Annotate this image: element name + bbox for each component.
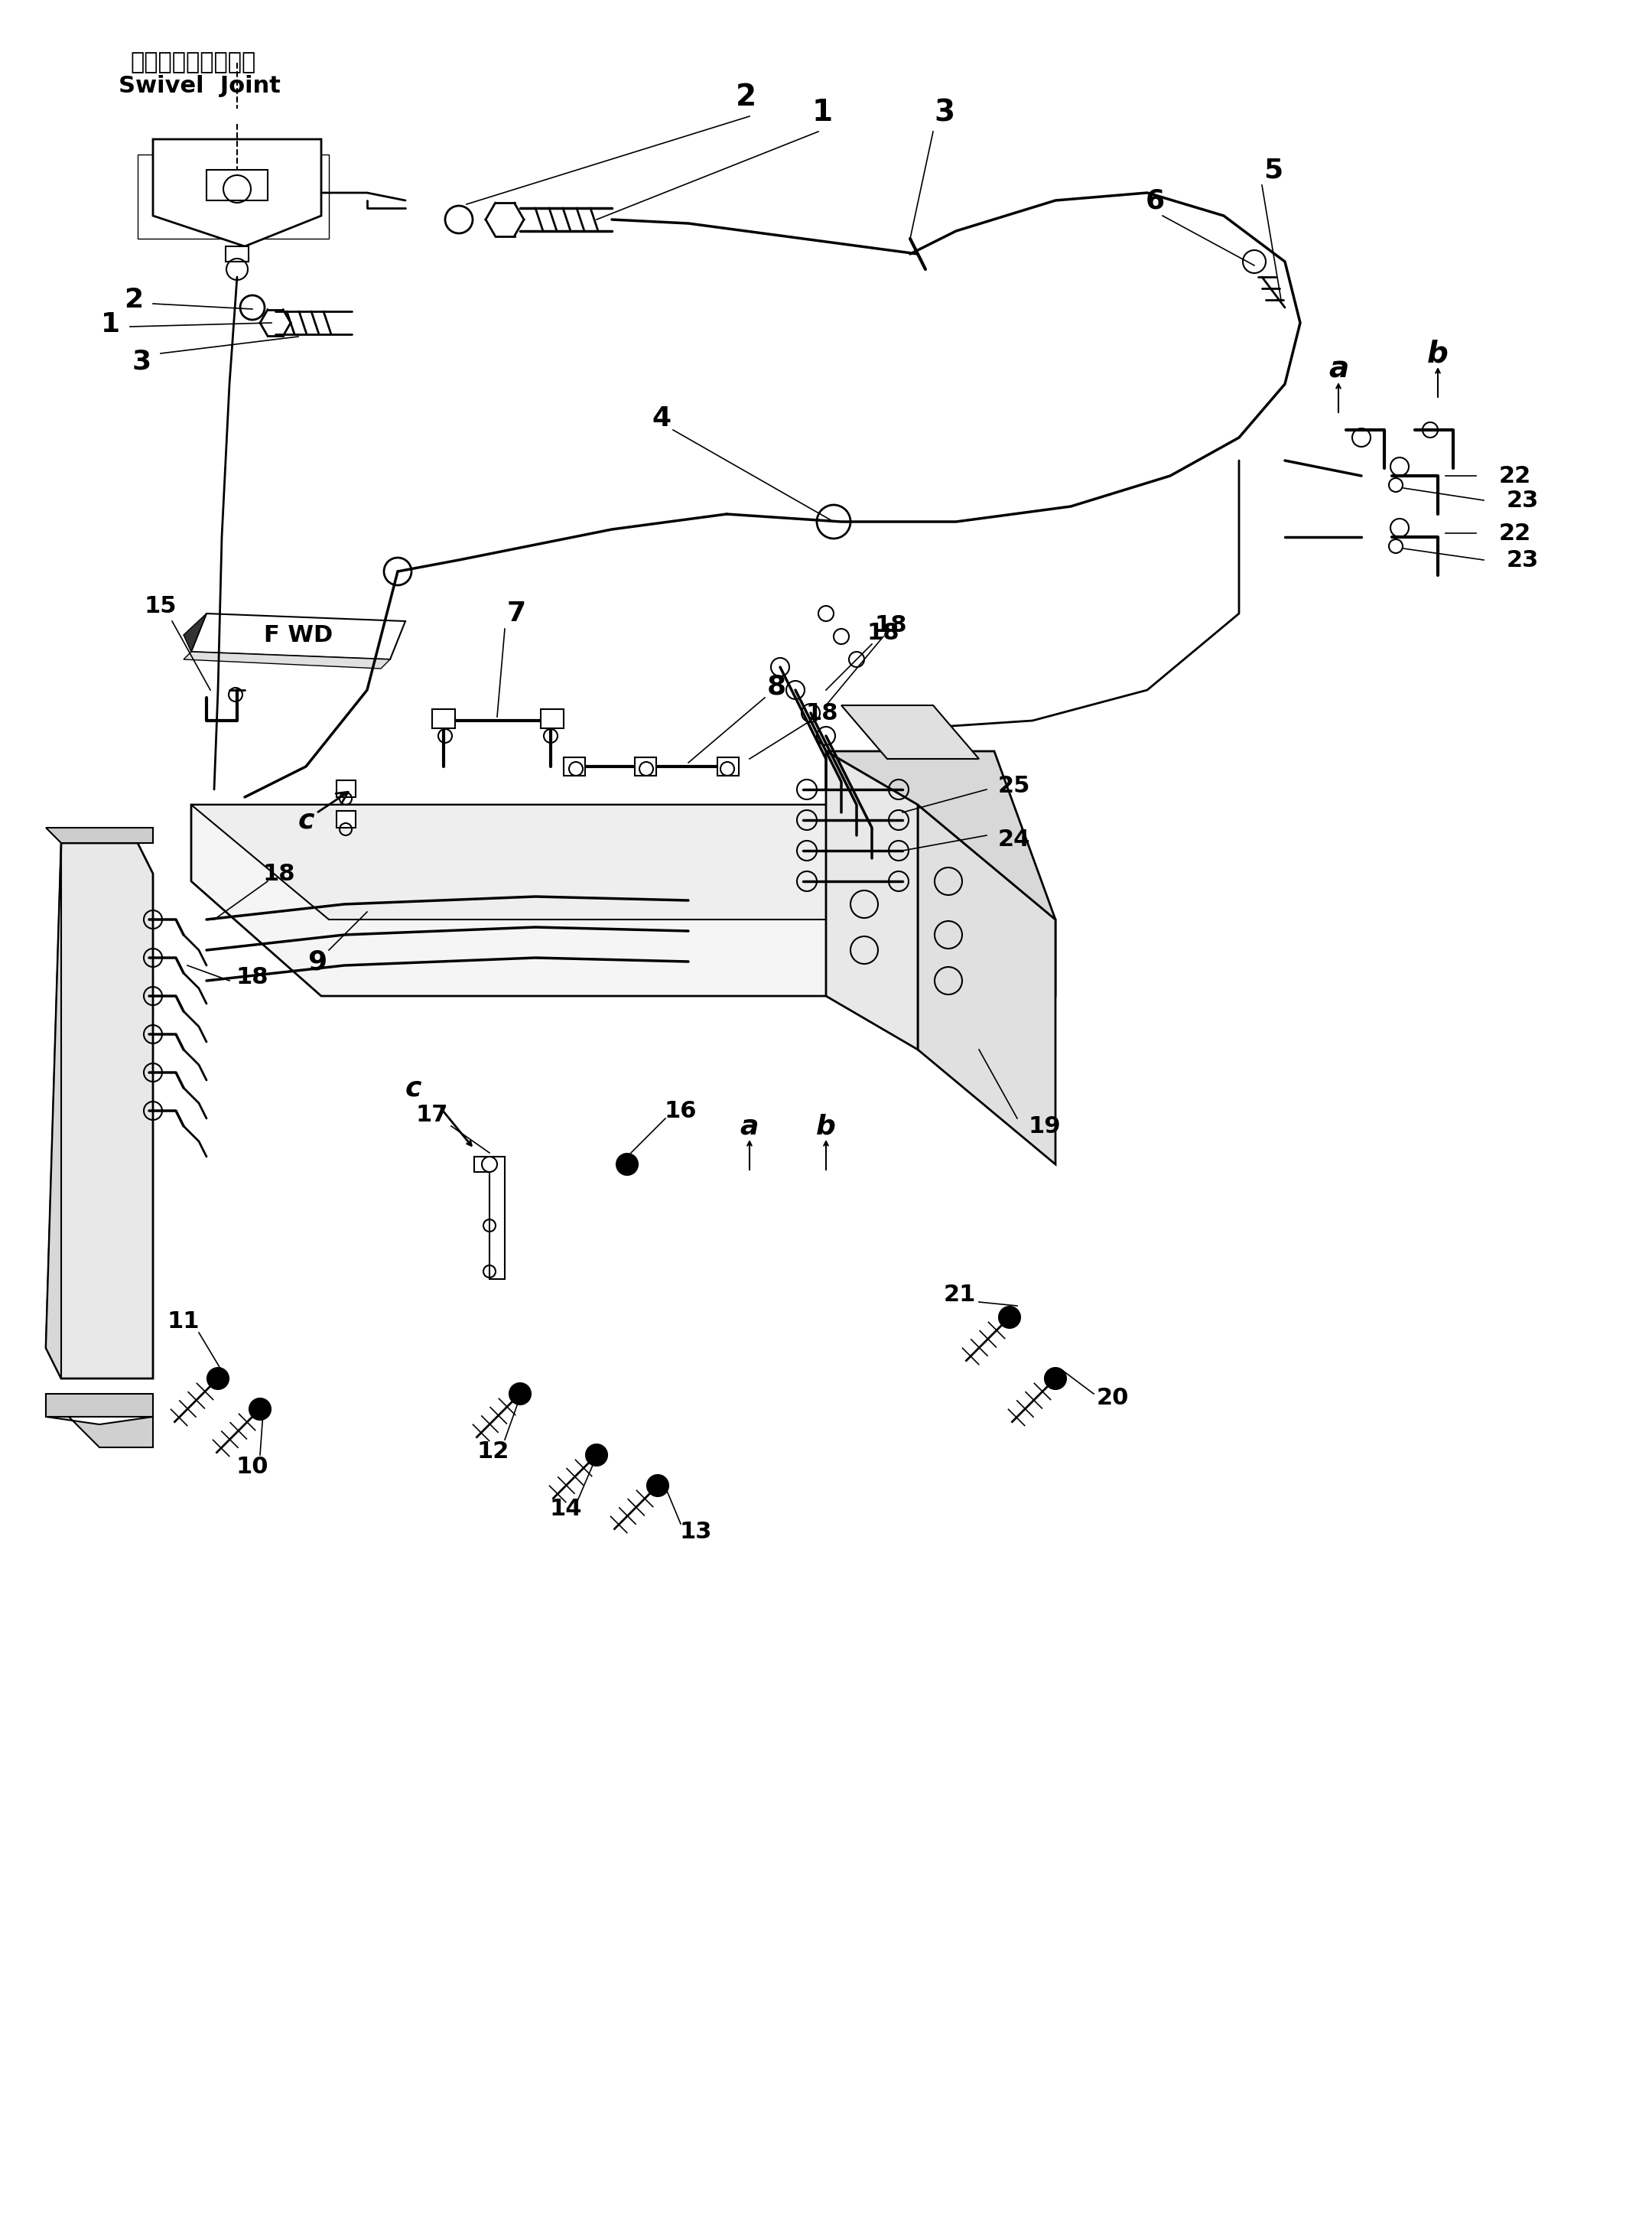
- Text: 10: 10: [236, 1456, 269, 1479]
- Polygon shape: [46, 1394, 154, 1447]
- Polygon shape: [46, 1394, 154, 1416]
- Circle shape: [621, 1159, 633, 1170]
- Polygon shape: [192, 613, 405, 659]
- Circle shape: [206, 1368, 228, 1390]
- Text: 11: 11: [167, 1310, 200, 1332]
- Circle shape: [648, 1474, 669, 1496]
- Circle shape: [509, 1383, 530, 1405]
- Text: 20: 20: [1097, 1388, 1128, 1410]
- Text: 21: 21: [943, 1283, 976, 1305]
- Text: 9: 9: [307, 948, 327, 975]
- Text: c: c: [405, 1074, 421, 1101]
- Text: スイベルジョイント: スイベルジョイント: [131, 51, 256, 73]
- Text: 18: 18: [236, 966, 269, 988]
- Bar: [433, 708, 454, 728]
- Text: 5: 5: [1264, 158, 1284, 182]
- Text: 2: 2: [735, 82, 757, 111]
- Text: c: c: [297, 793, 349, 832]
- Polygon shape: [206, 169, 268, 200]
- Bar: [717, 757, 738, 775]
- Polygon shape: [183, 613, 206, 653]
- Polygon shape: [226, 246, 248, 262]
- Circle shape: [999, 1308, 1021, 1328]
- Polygon shape: [826, 750, 1056, 919]
- Text: b: b: [1427, 340, 1449, 369]
- Text: a: a: [1328, 355, 1348, 384]
- Circle shape: [616, 1154, 638, 1174]
- Polygon shape: [46, 844, 61, 1379]
- Text: 23: 23: [1507, 548, 1540, 571]
- Text: 1: 1: [101, 311, 121, 337]
- Text: 18: 18: [806, 702, 839, 724]
- Text: 2: 2: [124, 286, 144, 313]
- Circle shape: [586, 1445, 608, 1465]
- Text: 22: 22: [1498, 464, 1531, 486]
- Text: 16: 16: [664, 1099, 697, 1121]
- Text: 18: 18: [876, 615, 907, 637]
- Polygon shape: [183, 653, 390, 668]
- Polygon shape: [192, 806, 1056, 919]
- Text: F WD: F WD: [264, 624, 332, 646]
- Text: 4: 4: [653, 406, 671, 431]
- Bar: [337, 810, 355, 828]
- Bar: [563, 757, 585, 775]
- Text: 14: 14: [550, 1499, 582, 1521]
- Text: 24: 24: [998, 828, 1031, 850]
- Text: 3: 3: [933, 98, 955, 127]
- Text: 12: 12: [477, 1441, 509, 1463]
- Polygon shape: [841, 706, 980, 759]
- Text: 15: 15: [144, 595, 177, 617]
- Text: 13: 13: [679, 1521, 712, 1543]
- Text: a: a: [740, 1112, 758, 1139]
- Text: 25: 25: [998, 775, 1031, 797]
- Text: 23: 23: [1507, 488, 1540, 511]
- Text: 19: 19: [1029, 1114, 1061, 1137]
- Bar: [337, 779, 355, 797]
- Polygon shape: [192, 806, 1056, 997]
- Text: b: b: [816, 1112, 836, 1139]
- Text: 22: 22: [1498, 522, 1531, 544]
- Text: 8: 8: [767, 673, 786, 699]
- Text: 17: 17: [416, 1103, 448, 1126]
- Circle shape: [1044, 1368, 1066, 1390]
- Text: 3: 3: [132, 349, 150, 375]
- Text: Swivel  Joint: Swivel Joint: [119, 75, 281, 98]
- Text: 1: 1: [811, 98, 833, 127]
- Polygon shape: [919, 806, 1056, 1163]
- Bar: [634, 757, 656, 775]
- Polygon shape: [919, 806, 1056, 997]
- Polygon shape: [826, 750, 919, 1050]
- Bar: [540, 708, 563, 728]
- Text: 18: 18: [263, 864, 296, 886]
- Polygon shape: [154, 140, 320, 246]
- Text: 18: 18: [867, 622, 900, 644]
- Circle shape: [249, 1399, 271, 1421]
- Text: 6: 6: [1145, 186, 1165, 213]
- Polygon shape: [46, 828, 154, 844]
- Polygon shape: [474, 1157, 506, 1279]
- Text: 7: 7: [507, 602, 525, 626]
- Polygon shape: [46, 844, 154, 1379]
